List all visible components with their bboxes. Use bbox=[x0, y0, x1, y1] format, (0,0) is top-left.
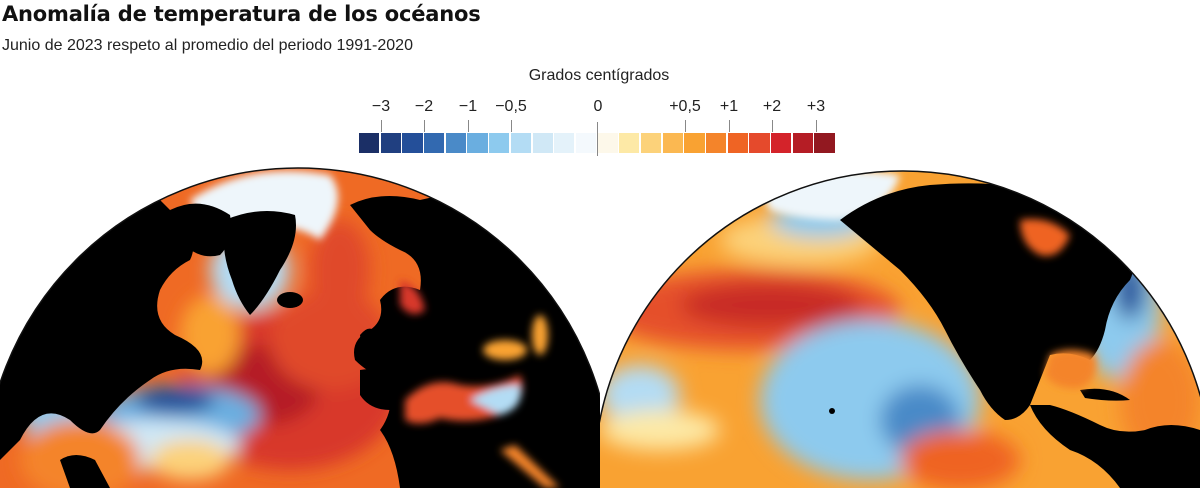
pacific-globe-map bbox=[600, 170, 1200, 488]
colorbar-cell bbox=[402, 133, 423, 153]
colorbar-tick-label: +2 bbox=[762, 98, 782, 115]
legend-title: Grados centígrados bbox=[0, 67, 1200, 85]
legend-title-text: Grados centígrados bbox=[528, 67, 670, 84]
colorbar-cell bbox=[662, 133, 683, 153]
atlantic-globe-map bbox=[0, 167, 600, 488]
colorbar-tick-label: +3 bbox=[806, 98, 826, 115]
colorbar-tick-label: −0,5 bbox=[495, 98, 527, 115]
colorbar bbox=[359, 133, 836, 153]
colorbar-cell bbox=[380, 133, 401, 153]
colorbar-cell bbox=[640, 133, 662, 153]
page-subtitle: Junio de 2023 respeto al promedio del pe… bbox=[2, 37, 413, 54]
colorbar-cell bbox=[597, 133, 618, 153]
colorbar-cell bbox=[467, 133, 488, 153]
colorbar-cell bbox=[706, 133, 727, 153]
colorbar-cell bbox=[684, 133, 705, 153]
colorbar-tick-mark bbox=[423, 120, 425, 132]
colorbar-tick-label: −2 bbox=[414, 98, 434, 115]
colorbar-cell bbox=[771, 133, 792, 153]
colorbar-tick-mark bbox=[510, 120, 512, 132]
colorbar-tick-mark bbox=[728, 120, 730, 132]
colorbar-tick-label: +1 bbox=[719, 98, 739, 115]
colorbar-cell bbox=[359, 133, 380, 153]
colorbar-tick-mark bbox=[467, 120, 469, 132]
colorbar-cell bbox=[445, 133, 466, 153]
colorbar-tick-label: 0 bbox=[593, 98, 603, 115]
colorbar-cell bbox=[575, 133, 597, 153]
colorbar-cell bbox=[792, 133, 813, 153]
colorbar-tick-label: +0,5 bbox=[669, 98, 701, 115]
colorbar-tick-mark bbox=[815, 120, 817, 132]
zero-marker bbox=[597, 122, 598, 156]
colorbar-cell bbox=[489, 133, 510, 153]
colorbar-cell bbox=[510, 133, 531, 153]
colorbar-cell bbox=[814, 133, 835, 153]
page-title: Anomalía de temperatura de los océanos bbox=[2, 2, 481, 26]
colorbar-cell bbox=[619, 133, 640, 153]
colorbar-tick-mark bbox=[684, 120, 686, 132]
colorbar-tick-mark bbox=[771, 120, 773, 132]
colorbar-cell bbox=[749, 133, 770, 153]
colorbar-cell bbox=[727, 133, 748, 153]
colorbar-cell bbox=[532, 133, 553, 153]
colorbar-tick-mark bbox=[380, 120, 382, 132]
colorbar-cell bbox=[424, 133, 445, 153]
colorbar-tick-label: −3 bbox=[371, 98, 391, 115]
colorbar-cell bbox=[554, 133, 575, 153]
colorbar-tick-label: −1 bbox=[458, 98, 478, 115]
